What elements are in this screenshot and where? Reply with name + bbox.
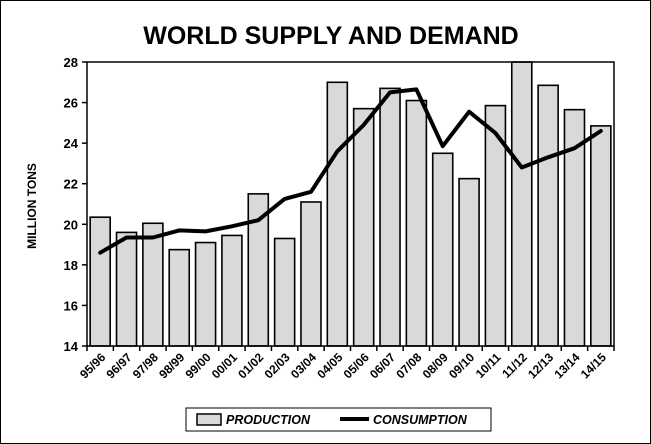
production-bar — [431, 152, 454, 347]
x-tick-label: 05/06 — [341, 350, 372, 381]
y-tick-label: 26 — [64, 96, 78, 111]
production-bar — [300, 201, 322, 347]
y-tick-label: 22 — [64, 177, 78, 192]
legend: PRODUCTION CONSUMPTION — [185, 407, 492, 432]
production-bar — [405, 99, 428, 347]
production-bar — [537, 84, 559, 347]
x-tick-label: 03/04 — [288, 350, 319, 381]
x-tick-label: 07/08 — [393, 350, 424, 381]
x-tick-label: 95/96 — [77, 350, 108, 381]
production-bar — [115, 231, 138, 347]
production-bar — [221, 234, 243, 347]
x-tick-label: 08/09 — [420, 350, 451, 381]
plot-border — [86, 61, 615, 347]
x-tick-label: 13/14 — [551, 350, 582, 381]
production-bar — [326, 81, 349, 347]
plot-area: 14 16 18 20 22 24 26 28 95/9696/9797/9898/9999/0… — [64, 55, 615, 381]
legend-production-label: PRODUCTION — [226, 413, 311, 427]
legend-box — [185, 407, 492, 432]
x-tick-label: 12/13 — [525, 350, 556, 381]
production-bar — [458, 177, 480, 347]
x-tick-label: 98/99 — [156, 350, 187, 381]
production-bar — [194, 241, 217, 347]
legend-consumption-label: CONSUMPTION — [373, 413, 468, 427]
x-tick-label: 01/02 — [235, 350, 266, 381]
legend-production-swatch — [196, 413, 222, 426]
x-tick-label: 10/11 — [473, 350, 504, 381]
chart-title: WORLD SUPPLY AND DEMAND — [143, 22, 519, 50]
y-tick-label: 16 — [64, 298, 78, 313]
production-bar — [590, 125, 612, 347]
x-tick-label: 04/05 — [314, 350, 345, 381]
x-tick-label: 09/10 — [446, 350, 477, 381]
x-tick-label: 96/97 — [104, 350, 135, 381]
production-bar — [352, 107, 375, 347]
x-tick-label: 99/00 — [183, 350, 214, 381]
x-tick-label: 97/98 — [130, 350, 161, 381]
production-bar — [510, 61, 533, 347]
production-bar — [89, 216, 111, 347]
y-tick-label: 20 — [64, 217, 78, 232]
y-axis-label: MILLION TONS — [25, 163, 39, 249]
production-bar — [379, 87, 401, 347]
x-tick-label: 11/12 — [499, 350, 530, 381]
x-tick-label: 02/03 — [262, 350, 293, 381]
y-tick-label: 18 — [64, 258, 78, 273]
production-bar — [273, 237, 296, 347]
y-tick-label: 28 — [64, 55, 78, 70]
y-tick-label: 24 — [64, 136, 79, 151]
consumption-line — [98, 87, 603, 255]
x-tick-label: 14/15 — [578, 350, 609, 381]
production-bar — [168, 248, 191, 347]
y-tick-label: 14 — [64, 339, 79, 354]
x-tick-label: 06/07 — [367, 350, 398, 381]
production-bar — [142, 222, 164, 347]
x-tick-label: 00/01 — [209, 350, 240, 381]
